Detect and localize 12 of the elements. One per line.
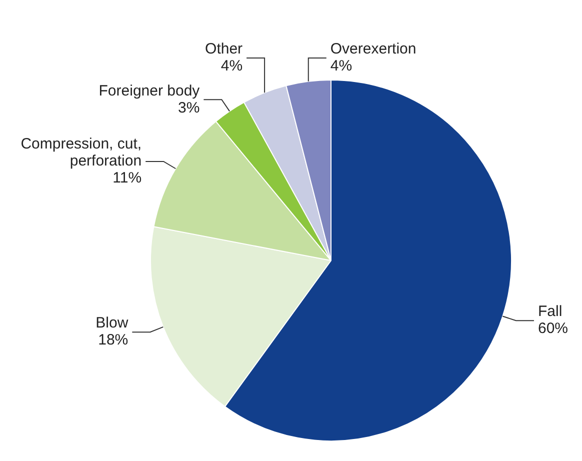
data-label: 60% xyxy=(538,320,568,338)
data-label: 11% xyxy=(112,170,142,187)
slice-label: Overexertion xyxy=(330,40,416,58)
data-label: 4% xyxy=(330,58,352,75)
slice-label: Blow xyxy=(96,314,128,332)
slice-label: Compression, cut, perforation xyxy=(20,136,142,170)
data-label: 18% xyxy=(98,332,128,349)
data-label: 4% xyxy=(220,58,243,75)
slice-label: Other xyxy=(205,40,243,58)
data-label: 3% xyxy=(178,99,200,116)
slice-label: Foreigner body xyxy=(98,82,200,100)
slice-label: Fall xyxy=(538,303,562,320)
